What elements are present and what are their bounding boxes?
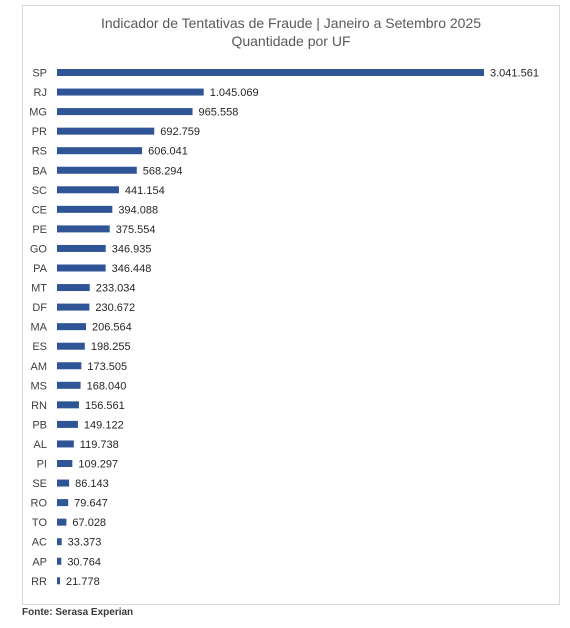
category-label-ap: AP bbox=[32, 556, 47, 568]
value-label-es: 198.255 bbox=[91, 341, 131, 353]
category-label-sc: SC bbox=[32, 185, 47, 197]
category-label-df: DF bbox=[32, 302, 47, 314]
category-label-rr: RR bbox=[31, 576, 47, 588]
bar-rj bbox=[57, 88, 204, 96]
bar-pb bbox=[57, 420, 78, 428]
bar-ma bbox=[57, 323, 86, 331]
category-label-se: SE bbox=[32, 478, 47, 490]
bar-es bbox=[57, 342, 85, 350]
value-label-pe: 375.554 bbox=[116, 224, 156, 236]
bar-ro bbox=[57, 499, 69, 507]
value-label-se: 86.143 bbox=[75, 478, 109, 490]
bar-ac bbox=[57, 538, 62, 546]
value-label-go: 346.935 bbox=[112, 243, 152, 255]
bar-ce bbox=[57, 205, 113, 213]
value-label-df: 230.672 bbox=[95, 302, 135, 314]
category-label-ba: BA bbox=[32, 165, 47, 177]
bar-sc bbox=[57, 186, 119, 194]
category-label-pi: PI bbox=[37, 459, 47, 471]
source-note: Fonte: Serasa Experian bbox=[22, 607, 134, 618]
bar-pe bbox=[57, 225, 110, 233]
bar-se bbox=[57, 479, 70, 487]
value-label-rj: 1.045.069 bbox=[210, 87, 259, 99]
value-label-ac: 33.373 bbox=[68, 537, 102, 549]
value-label-mt: 233.034 bbox=[96, 283, 136, 295]
category-label-es: ES bbox=[32, 341, 47, 353]
bar-ms bbox=[57, 381, 81, 389]
value-label-pa: 346.448 bbox=[112, 263, 152, 275]
value-label-pb: 149.122 bbox=[84, 419, 124, 431]
chart-title-block: Indicador de Tentativas de Fraude | Jane… bbox=[22, 14, 560, 50]
category-label-go: GO bbox=[30, 243, 48, 255]
value-label-rr: 21.778 bbox=[66, 576, 100, 588]
bar-df bbox=[57, 303, 90, 311]
category-label-ms: MS bbox=[31, 380, 48, 392]
value-label-ma: 206.564 bbox=[92, 322, 132, 334]
value-label-ro: 79.647 bbox=[74, 498, 108, 510]
bar-rn bbox=[57, 401, 79, 409]
value-label-ap: 30.764 bbox=[67, 556, 101, 568]
category-label-mt: MT bbox=[31, 283, 47, 295]
bar-mg bbox=[57, 108, 193, 116]
category-label-rj: RJ bbox=[34, 87, 47, 99]
value-label-al: 119.738 bbox=[80, 439, 119, 451]
bar-al bbox=[57, 440, 74, 448]
chart-frame bbox=[22, 5, 560, 605]
value-label-sp: 3.041.561 bbox=[490, 68, 539, 80]
bar-ap bbox=[57, 557, 62, 565]
bar-sp bbox=[57, 69, 484, 76]
category-label-rs: RS bbox=[32, 146, 47, 158]
value-label-rs: 606.041 bbox=[148, 146, 188, 158]
category-label-pa: PA bbox=[33, 263, 48, 275]
value-label-sc: 441.154 bbox=[125, 185, 165, 197]
bar-pa bbox=[57, 264, 106, 272]
value-label-mg: 965.558 bbox=[199, 107, 239, 119]
value-label-am: 173.505 bbox=[87, 361, 127, 373]
category-label-pb: PB bbox=[32, 419, 47, 431]
bar-go bbox=[57, 244, 106, 252]
bar-pr bbox=[57, 127, 155, 135]
category-label-am: AM bbox=[31, 361, 48, 373]
category-label-pr: PR bbox=[32, 126, 47, 138]
category-label-ac: AC bbox=[32, 537, 47, 549]
category-label-sp: SP bbox=[32, 68, 47, 80]
category-label-pe: PE bbox=[32, 224, 47, 236]
value-label-pr: 692.759 bbox=[160, 126, 200, 138]
bar-mt bbox=[57, 284, 90, 292]
chart-subtitle: Quantidade por UF bbox=[231, 33, 351, 49]
category-label-al: AL bbox=[34, 439, 47, 451]
category-label-ma: MA bbox=[31, 322, 48, 334]
bar-to bbox=[57, 518, 67, 526]
bar-ba bbox=[57, 166, 137, 174]
value-label-pi: 109.297 bbox=[78, 459, 118, 471]
bar-am bbox=[57, 362, 82, 370]
chart-title: Indicador de Tentativas de Fraude | Jane… bbox=[100, 15, 482, 31]
value-label-rn: 156.561 bbox=[85, 400, 125, 412]
bar-rs bbox=[57, 147, 143, 155]
value-label-to: 67.028 bbox=[72, 517, 106, 529]
value-label-ce: 394.088 bbox=[118, 204, 158, 216]
category-label-ro: RO bbox=[31, 498, 48, 510]
category-label-rn: RN bbox=[31, 400, 47, 412]
category-label-ce: CE bbox=[32, 204, 47, 216]
value-label-ba: 568.294 bbox=[143, 165, 183, 177]
category-label-to: TO bbox=[32, 517, 48, 529]
value-label-ms: 168.040 bbox=[87, 380, 127, 392]
category-label-mg: MG bbox=[29, 107, 47, 119]
bar-rr bbox=[57, 577, 61, 585]
bar-pi bbox=[57, 460, 73, 467]
